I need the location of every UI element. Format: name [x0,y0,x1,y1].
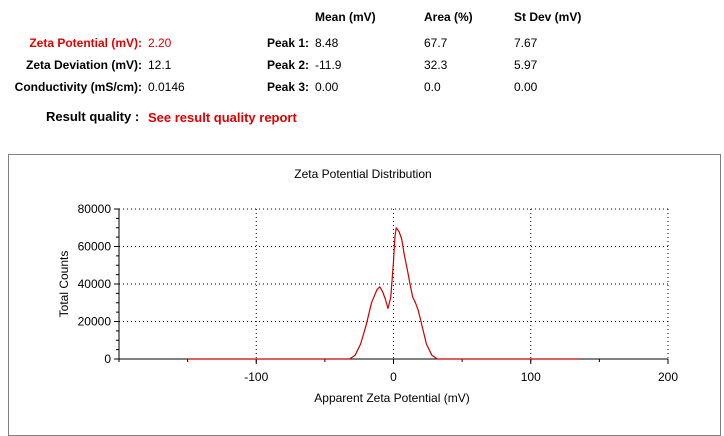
peak-2-label: Peak 2: [266,58,309,72]
distribution-curve [187,227,579,360]
peak-3-stdev: 0.00 [514,80,538,94]
x-axis-label: Apparent Zeta Potential (mV) [314,391,469,405]
conductivity-value: 0.0146 [148,80,185,94]
col-header-mean: Mean (mV) [315,10,376,24]
x-tick-label: 0 [390,370,397,384]
chart-title: Zeta Potential Distribution [294,167,431,181]
peak-2-mean: -11.9 [315,58,342,72]
col-header-area: Area (%) [424,10,473,24]
zeta-potential-label: Zeta Potential (mV): [29,36,142,50]
x-tick-label: 200 [658,370,678,384]
zeta-distribution-chart: Zeta Potential Distribution Apparent Zet… [57,167,678,405]
col-header-stdev: St Dev (mV) [514,10,582,24]
conductivity-label: Conductivity (mS/cm): [14,80,142,94]
peak-2-stdev: 5.97 [514,58,538,72]
peak-1-stdev: 7.67 [514,36,538,50]
peak-1-area: 67.7 [424,36,448,50]
y-tick-label: 0 [104,352,111,366]
x-tick-label: 100 [521,370,541,384]
result-quality-label: Result quality : [46,109,140,124]
peak-3-area: 0.0 [424,80,441,94]
y-axis-label: Total Counts [57,251,71,318]
y-tick-label: 40000 [78,277,112,291]
x-tick-label: -100 [244,370,268,384]
y-tick-label: 20000 [78,315,112,329]
result-quality-report-link[interactable]: See result quality report [148,110,297,125]
peak-2-area: 32.3 [424,58,448,72]
y-tick-label: 60000 [78,240,112,254]
y-tick-label: 80000 [78,202,112,216]
peak-3-label: Peak 3: [266,80,309,94]
peak-3-mean: 0.00 [315,80,339,94]
zeta-deviation-value: 12.1 [148,58,172,72]
zeta-deviation-label: Zeta Deviation (mV): [25,58,142,72]
zeta-distribution-chart-panel: Zeta Potential Distribution Apparent Zet… [8,154,721,436]
peak-1-label: Peak 1: [266,36,309,50]
peak-1-mean: 8.48 [315,36,339,50]
zeta-potential-value: 2.20 [148,36,172,50]
